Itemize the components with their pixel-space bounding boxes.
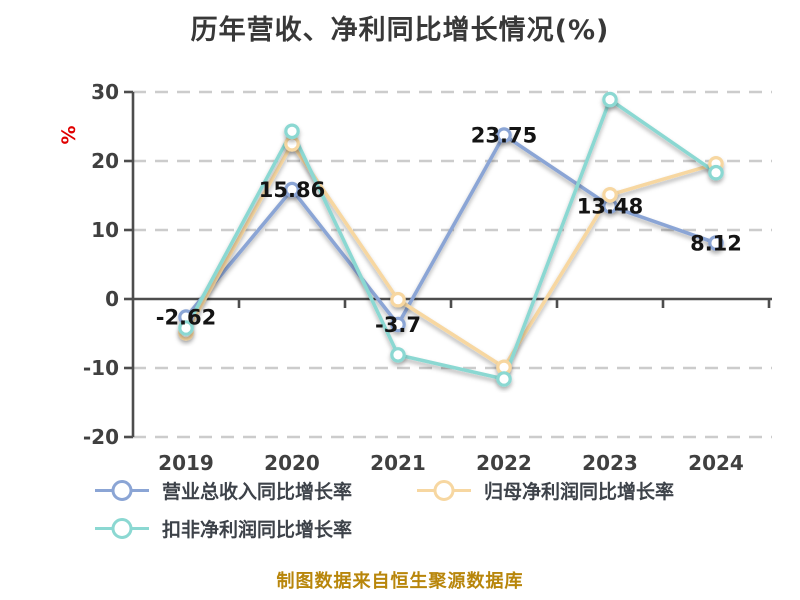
data-point-1-2021	[390, 291, 406, 308]
data-label-0-2021: -3.7	[375, 313, 421, 337]
axes	[124, 90, 772, 439]
chart-title: 历年营收、净利同比增长情况(%)	[190, 15, 610, 46]
series-line-1	[184, 142, 718, 370]
line-chart: 30 20 10 0 -10 -20 2019 2020 2021 2022 2023 2024 -2.…	[83, 80, 772, 475]
data-label-0-2024: 8.12	[690, 232, 742, 256]
data-point-0-2020	[284, 181, 300, 198]
svg-text:2019: 2019	[158, 451, 214, 475]
svg-text:2024: 2024	[688, 451, 744, 475]
series-line-2	[184, 97, 718, 381]
data-source-note: 制图数据来自恒生聚源数据库	[276, 571, 524, 592]
legend-marker-icon	[95, 518, 149, 539]
data-point-2-2024	[708, 164, 724, 181]
svg-text:2022: 2022	[476, 451, 532, 475]
data-point-0-2024	[708, 235, 724, 251]
series-line-0	[184, 133, 718, 327]
data-point-2-2022	[496, 371, 512, 387]
legend-marker-icon	[95, 480, 149, 501]
svg-text:10: 10	[91, 218, 119, 242]
legend-item-net-profit-growth[interactable]: 归母净利润同比增长率	[417, 477, 739, 504]
legend-item-revenue-growth[interactable]: 营业总收入同比增长率	[95, 477, 417, 504]
data-point-2-2019	[178, 320, 194, 336]
legend: 营业总收入同比增长率 归母净利润同比增长率 扣非净利润同比增长率	[95, 477, 755, 542]
svg-text:30: 30	[91, 80, 119, 104]
y-axis-unit-label: %	[58, 125, 80, 145]
legend-label: 归母净利润同比增长率	[484, 481, 675, 503]
data-point-0-2022	[496, 127, 512, 143]
legend-marker-icon	[417, 480, 471, 501]
svg-text:2021: 2021	[370, 451, 426, 475]
svg-text:-10: -10	[83, 356, 119, 380]
data-label-0-2022: 23.75	[471, 124, 537, 148]
data-point-0-2021	[390, 316, 406, 333]
data-point-1-2020	[284, 136, 300, 152]
svg-text:2020: 2020	[264, 451, 320, 475]
svg-text:-20: -20	[83, 425, 119, 449]
data-point-2-2020	[284, 123, 300, 140]
data-point-1-2023	[602, 187, 618, 203]
data-point-2-2021	[390, 347, 406, 363]
data-label-0-2020: 15.86	[259, 178, 325, 202]
svg-text:2023: 2023	[582, 451, 638, 475]
legend-item-non-gaap-profit-growth[interactable]: 扣非净利润同比增长率	[95, 515, 352, 542]
data-label-0-2023: 13.48	[577, 195, 643, 219]
data-label-0-2019: -2.62	[156, 306, 217, 330]
svg-text:0: 0	[105, 287, 119, 311]
data-point-2-2023	[602, 91, 618, 108]
y-axis-labels: 30 20 10 0 -10 -20	[83, 80, 119, 449]
legend-label: 扣非净利润同比增长率	[162, 519, 353, 541]
svg-text:20: 20	[91, 149, 119, 173]
x-axis-labels: 2019 2020 2021 2022 2023 2024	[158, 451, 744, 475]
legend-label: 营业总收入同比增长率	[162, 481, 353, 503]
